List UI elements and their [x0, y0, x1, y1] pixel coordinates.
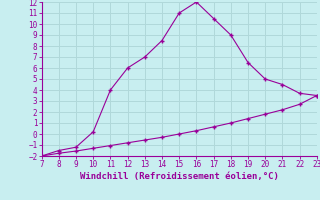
X-axis label: Windchill (Refroidissement éolien,°C): Windchill (Refroidissement éolien,°C) — [80, 172, 279, 181]
